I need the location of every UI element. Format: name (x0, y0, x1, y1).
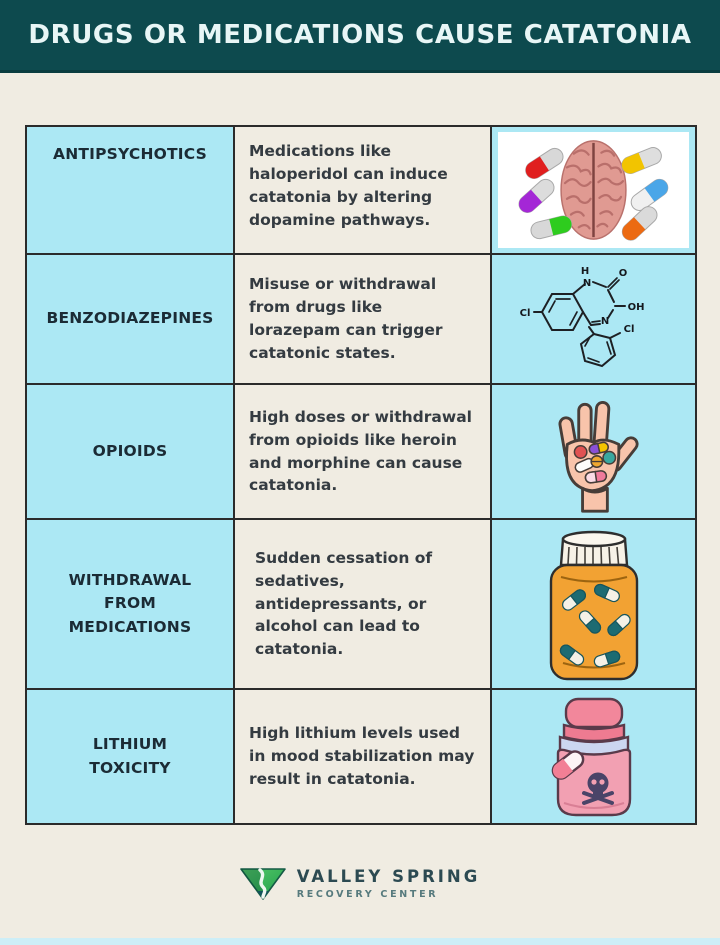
brand-text: VALLEY SPRING RECOVERY CENTER (296, 867, 481, 901)
brain-graphic (560, 140, 627, 240)
description-cell: Medications like haloperidol can induce … (233, 125, 492, 255)
capsules (518, 147, 669, 241)
category-description: High lithium levels used in mood stabili… (249, 724, 475, 788)
brain-with-pills-icon (498, 132, 689, 248)
category-label: WITHDRAWAL FROM MEDICATIONS (68, 571, 192, 636)
table-row-lithium-toxicity: LITHIUM TOXICITY High lithium levels use… (25, 688, 697, 825)
lorazepam-structure-icon: H N O OH N Cl Cl (519, 266, 644, 368)
description-cell: High lithium levels used in mood stabili… (233, 688, 492, 825)
table-row-opioids: OPIOIDS High doses or withdrawal from op… (25, 383, 697, 520)
svg-text:Cl: Cl (519, 308, 530, 319)
pill-bottle-icon (549, 530, 638, 681)
catatonia-causes-table: ANTIPSYCHOTICS Medications like haloperi… (25, 125, 697, 825)
table-row-benzodiazepines: BENZODIAZEPINES Misuse or withdrawal fro… (25, 253, 697, 385)
icon-cell (490, 125, 697, 255)
icon-cell: H N O OH N Cl Cl (490, 253, 697, 385)
description-cell: Misuse or withdrawal from drugs like lor… (233, 253, 492, 385)
description-cell: Sudden cessation of sedatives, antidepre… (233, 518, 492, 690)
valley-spring-logo (239, 868, 286, 900)
table-row-antipsychotics: ANTIPSYCHOTICS Medications like haloperi… (25, 125, 697, 255)
hand-with-pills-icon (557, 400, 639, 513)
category-label: OPIOIDS (92, 441, 168, 460)
header-banner: DRUGS OR MEDICATIONS CAUSE CATATONIA (0, 0, 720, 73)
icon-cell (490, 518, 697, 690)
category-description: Sudden cessation of sedatives, antidepre… (255, 548, 433, 659)
category-description: Medications like haloperidol can induce … (249, 142, 448, 229)
footer-brand: VALLEY SPRING RECOVERY CENTER (0, 867, 720, 901)
icon-cell (490, 688, 697, 825)
icon-cell (490, 383, 697, 520)
toxic-bottle-icon (551, 697, 631, 816)
label-cell: WITHDRAWAL FROM MEDICATIONS (25, 518, 235, 690)
brand-name: VALLEY SPRING (296, 867, 481, 886)
label-cell: BENZODIAZEPINES (25, 253, 235, 385)
brand-subtitle: RECOVERY CENTER (296, 889, 439, 901)
page-title: DRUGS OR MEDICATIONS CAUSE CATATONIA (28, 20, 692, 50)
category-label: LITHIUM TOXICITY (89, 735, 171, 777)
label-cell: ANTIPSYCHOTICS (25, 125, 235, 255)
svg-text:H: H (580, 266, 588, 277)
svg-text:OH: OH (627, 302, 644, 313)
svg-text:N: N (600, 316, 608, 327)
table-row-withdrawal: WITHDRAWAL FROM MEDICATIONS Sudden cessa… (25, 518, 697, 690)
category-label: BENZODIAZEPINES (46, 309, 214, 328)
category-description: Misuse or withdrawal from drugs like lor… (249, 275, 443, 362)
category-label: ANTIPSYCHOTICS (53, 145, 207, 163)
description-cell: High doses or withdrawal from opioids li… (233, 383, 492, 520)
bottom-accent-strip (0, 938, 720, 945)
svg-text:Cl: Cl (623, 324, 634, 335)
svg-text:O: O (618, 268, 627, 279)
category-description: High doses or withdrawal from opioids li… (249, 407, 472, 495)
label-cell: LITHIUM TOXICITY (25, 688, 235, 825)
svg-text:N: N (582, 278, 590, 289)
label-cell: OPIOIDS (25, 383, 235, 520)
